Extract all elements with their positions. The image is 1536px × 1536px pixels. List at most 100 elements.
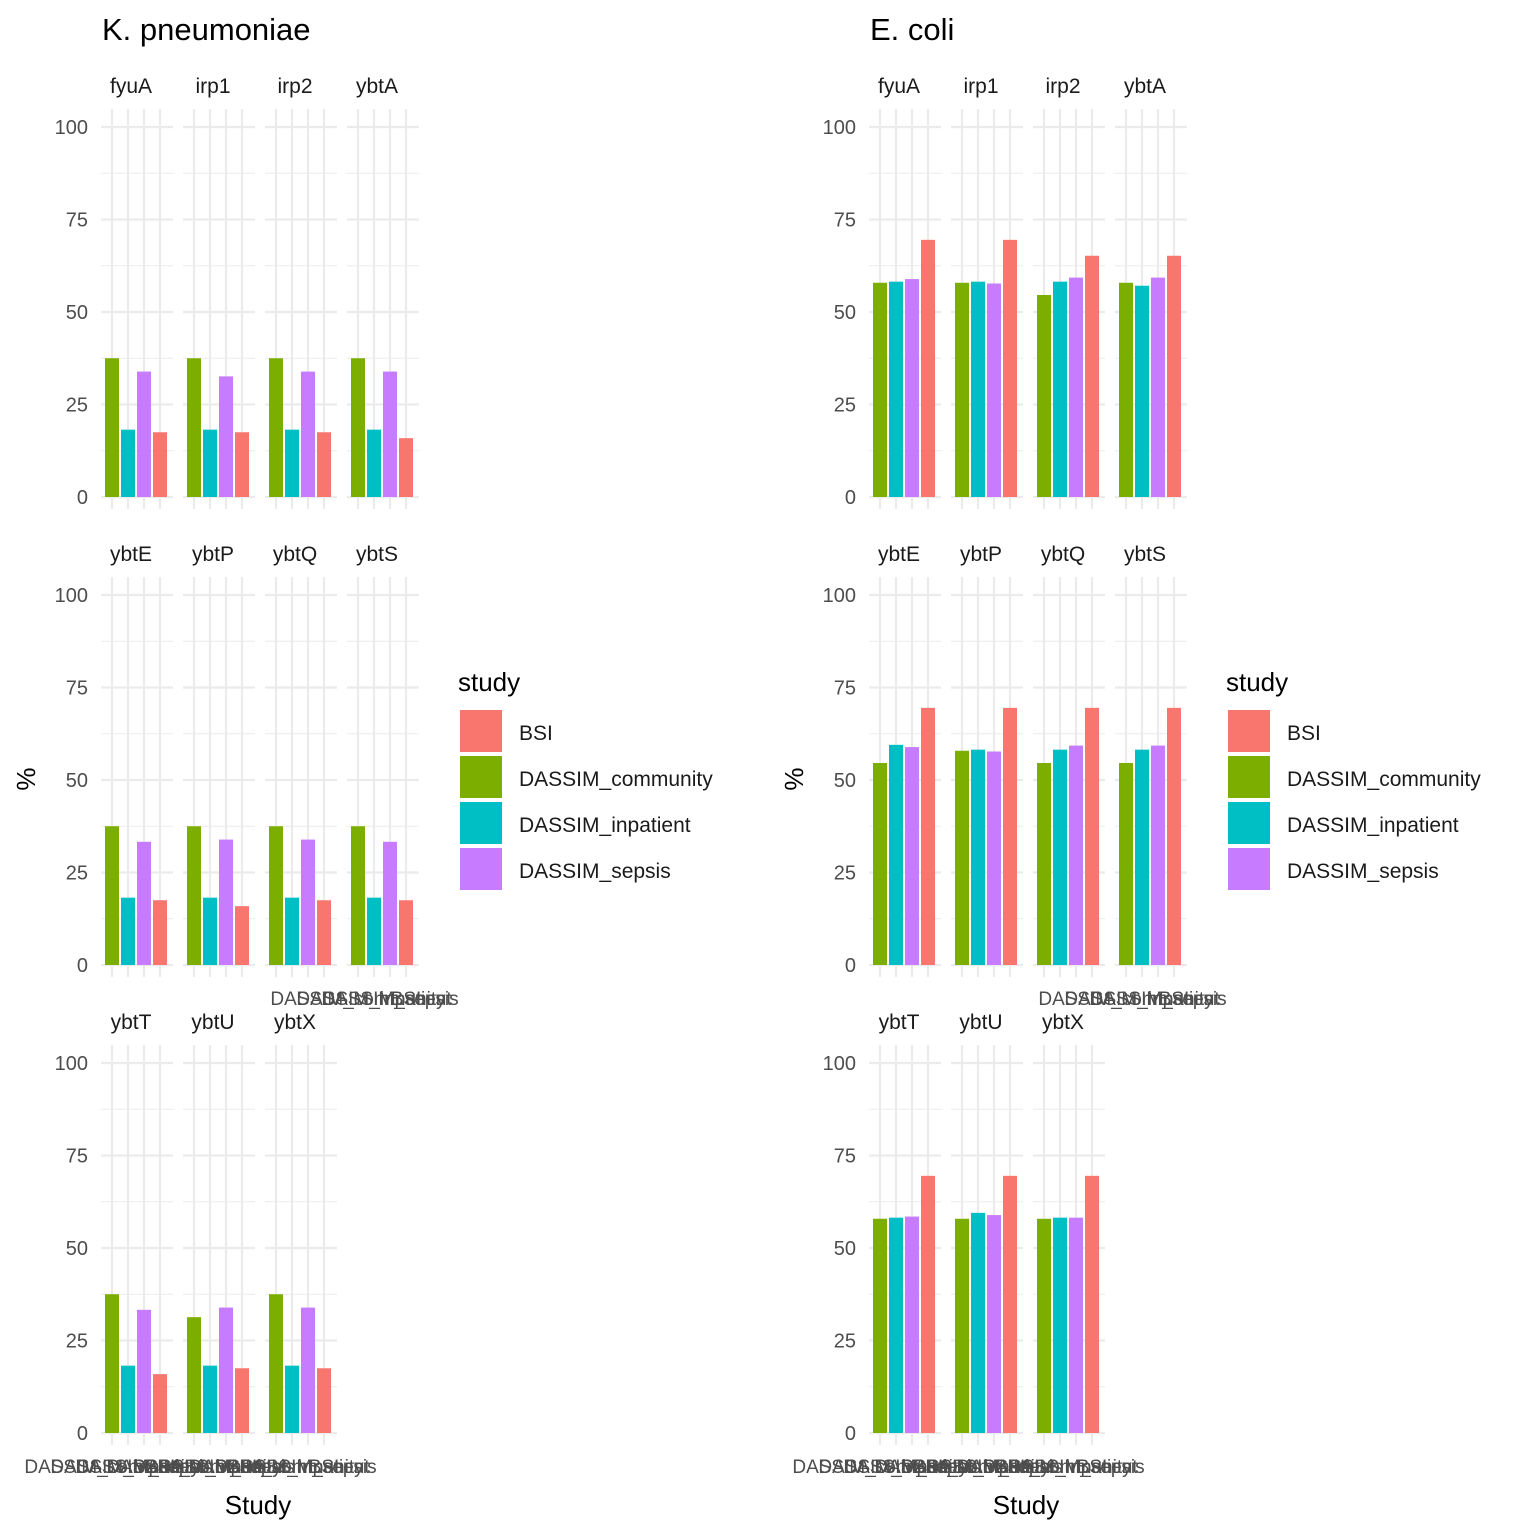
bar-dassim-inpatient — [1053, 749, 1067, 965]
bar-dassim-inpatient — [889, 281, 903, 497]
y-tick-label: 100 — [55, 117, 88, 139]
x-tick-label: DASSIM_inpatient — [818, 1457, 974, 1478]
y-tick-label: 25 — [834, 1331, 856, 1353]
legend-label: BSI — [1287, 722, 1321, 745]
strip-label-ybtA: ybtA — [1124, 75, 1166, 98]
bar-bsi — [1085, 1175, 1099, 1433]
x-tick-label: DASSIM_sepsis — [239, 1457, 376, 1478]
bar-dassim-community — [873, 1218, 887, 1433]
y-tick-label: 50 — [66, 1238, 88, 1260]
y-tick-label: 0 — [77, 487, 88, 509]
bar-dassim-inpatient — [1135, 749, 1149, 965]
y-tick-label: 100 — [823, 585, 856, 607]
y-tick-label: 100 — [823, 117, 856, 139]
strip-label-irp1: irp1 — [963, 75, 998, 98]
x-tick-label: DASSIM_inpatient — [982, 1457, 1138, 1478]
x-tick-label: DASSIM_inpatient — [1064, 989, 1220, 1010]
bar-dassim-inpatient — [121, 897, 135, 965]
facet-fyuA: fyuA 0 25 50 75 100 — [823, 75, 941, 509]
bar-bsi — [317, 1368, 331, 1433]
bar-dassim-community — [351, 358, 365, 497]
strip-label-ybtX: ybtX — [274, 1011, 316, 1034]
bar-bsi — [1085, 707, 1099, 965]
y-tick-label: 75 — [834, 678, 856, 700]
strip-label-ybtX: ybtX — [1042, 1011, 1084, 1034]
bar-bsi — [1167, 707, 1181, 965]
bar-dassim-sepsis — [219, 839, 233, 965]
bar-bsi — [153, 432, 167, 497]
facet-ybtS: ybtS DASSIM_communityDASSIM_inpatientDASS… — [270, 543, 458, 1010]
legend-key-bsi — [460, 710, 502, 752]
x-tick-label: BSI — [1077, 1457, 1108, 1478]
bar-dassim-inpatient — [367, 429, 381, 497]
bar-dassim-sepsis — [905, 1216, 919, 1433]
x-tick-label: DASSIM_sepsis — [843, 1457, 980, 1478]
bar-dassim-sepsis — [301, 1307, 315, 1433]
facet-irp2: irp2 — [265, 75, 337, 509]
bar-bsi — [235, 1368, 249, 1433]
x-tick-label: DASSIM_community — [188, 1457, 364, 1478]
panel-title: E. coli — [870, 12, 954, 47]
y-tick-label: 25 — [66, 863, 88, 885]
legend-label: DASSIM_inpatient — [1287, 814, 1459, 837]
facet-ybtQ: ybtQ — [1033, 543, 1105, 977]
legend-key-dassim-inpatient — [460, 802, 502, 844]
x-tick-label: DASSIM_inpatient — [132, 1457, 288, 1478]
y-tick-label: 75 — [834, 210, 856, 232]
y-tick-label: 25 — [66, 1331, 88, 1353]
panel-k-pneumoniae: K. pneumoniae fyuA 0 25 50 75 100 irp1 irp2 ybtA y… — [11, 12, 713, 1520]
bar-dassim-inpatient — [1135, 285, 1149, 497]
bar-dassim-community — [269, 1294, 283, 1433]
bar-dassim-community — [955, 282, 969, 497]
bar-bsi — [153, 900, 167, 965]
facet-irp2: irp2 — [1033, 75, 1105, 509]
bar-dassim-inpatient — [121, 429, 135, 497]
bar-dassim-community — [269, 826, 283, 965]
bar-dassim-sepsis — [219, 376, 233, 497]
x-tick-label: DASSIM_inpatient — [50, 1457, 206, 1478]
x-tick-label: DASSIM_community — [1038, 989, 1214, 1010]
bar-bsi — [317, 432, 331, 497]
strip-label-ybtT: ybtT — [111, 1011, 152, 1034]
bar-dassim-community — [1119, 282, 1133, 497]
bar-dassim-sepsis — [137, 1309, 151, 1433]
bar-dassim-community — [105, 1294, 119, 1433]
x-tick-label: BSI — [913, 1457, 944, 1478]
bar-dassim-community — [187, 358, 201, 497]
x-tick-label: DASSIM_sepsis — [75, 1457, 212, 1478]
x-tick-label: DASSIM_inpatient — [900, 1457, 1056, 1478]
y-tick-label: 100 — [55, 585, 88, 607]
bar-bsi — [235, 432, 249, 497]
legend-key-dassim-sepsis — [460, 848, 502, 890]
x-tick-label: DASSIM_sepsis — [1007, 1457, 1144, 1478]
y-tick-label: 0 — [77, 955, 88, 977]
bar-bsi — [399, 900, 413, 965]
y-tick-label: 75 — [834, 1146, 856, 1168]
y-tick-label: 75 — [66, 678, 88, 700]
facet-ybtA: ybtA — [347, 75, 419, 509]
x-tick-label: DASSIM_sepsis — [321, 989, 458, 1010]
bar-bsi — [1085, 255, 1099, 497]
bar-dassim-community — [873, 762, 887, 965]
bar-dassim-inpatient — [971, 1212, 985, 1433]
bar-bsi — [235, 906, 249, 965]
bar-dassim-inpatient — [1053, 1217, 1067, 1433]
bar-dassim-inpatient — [285, 897, 299, 965]
facet-ybtQ: ybtQ — [265, 543, 337, 977]
bar-dassim-sepsis — [301, 371, 315, 497]
strip-label-ybtS: ybtS — [356, 543, 398, 566]
facet-ybtX: ybtX DASSIM_communityDASSIM_inpatientDASS… — [956, 1011, 1144, 1478]
legend: study BSI DASSIM_community DASSIM_inpatient… — [458, 667, 713, 890]
legend-label: BSI — [519, 722, 553, 745]
y-tick-label: 50 — [834, 770, 856, 792]
facet-ybtE: ybtE 0 25 50 75 100 — [55, 543, 173, 977]
bar-dassim-sepsis — [905, 279, 919, 497]
x-tick-label: BSI — [309, 1457, 340, 1478]
y-tick-label: 75 — [66, 210, 88, 232]
legend-key-dassim-sepsis — [1228, 848, 1270, 890]
bar-dassim-community — [955, 1218, 969, 1433]
bar-dassim-community — [1119, 762, 1133, 965]
bar-dassim-community — [105, 358, 119, 497]
y-tick-label: 25 — [834, 863, 856, 885]
bar-bsi — [153, 1374, 167, 1433]
